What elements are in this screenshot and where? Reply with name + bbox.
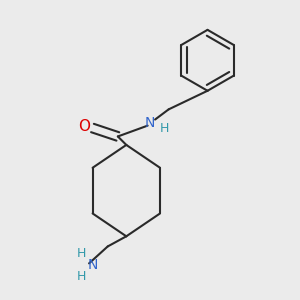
Text: N: N — [87, 258, 98, 272]
Text: N: N — [145, 116, 155, 130]
Text: H: H — [76, 270, 86, 284]
Text: H: H — [76, 247, 86, 260]
Text: O: O — [78, 119, 90, 134]
Text: H: H — [160, 122, 169, 134]
